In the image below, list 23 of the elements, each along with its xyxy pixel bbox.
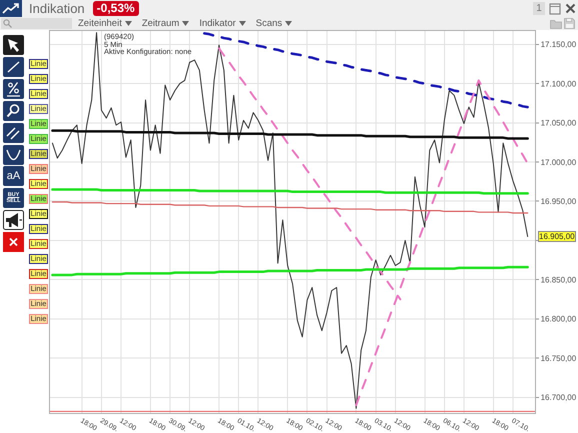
line-series (52, 201, 528, 214)
y-tick-label: 17.150,00 (540, 40, 577, 50)
text: 1 (536, 3, 542, 14)
y-tick-label: 17.050,00 (540, 118, 577, 128)
line-series (203, 32, 529, 108)
y-tick-label: 16.750,00 (540, 354, 577, 363)
y-tick-label: 16.700,00 (540, 393, 577, 402)
y-tick-label: 16.950,00 (540, 197, 577, 206)
text-tool-button: aA (3, 166, 24, 186)
y-tick-label: 17.000,00 (540, 158, 577, 167)
y-tick-label: 17.100,00 (540, 79, 577, 88)
y-tick-label: 16.800,00 (540, 314, 577, 324)
line-series (51, 129, 529, 140)
line-series (51, 266, 529, 276)
line-series (52, 32, 528, 409)
y-tick-label: 16.850,00 (540, 275, 577, 284)
text: Zeiteinheit (78, 18, 122, 29)
text: 16.905,00 (539, 232, 576, 241)
text: Indikator (199, 18, 236, 29)
text: -0,53% (92, 1, 139, 16)
text: Zeitraum (142, 18, 180, 29)
text: Scans (256, 18, 282, 29)
chart-title: Indikation (29, 1, 85, 16)
